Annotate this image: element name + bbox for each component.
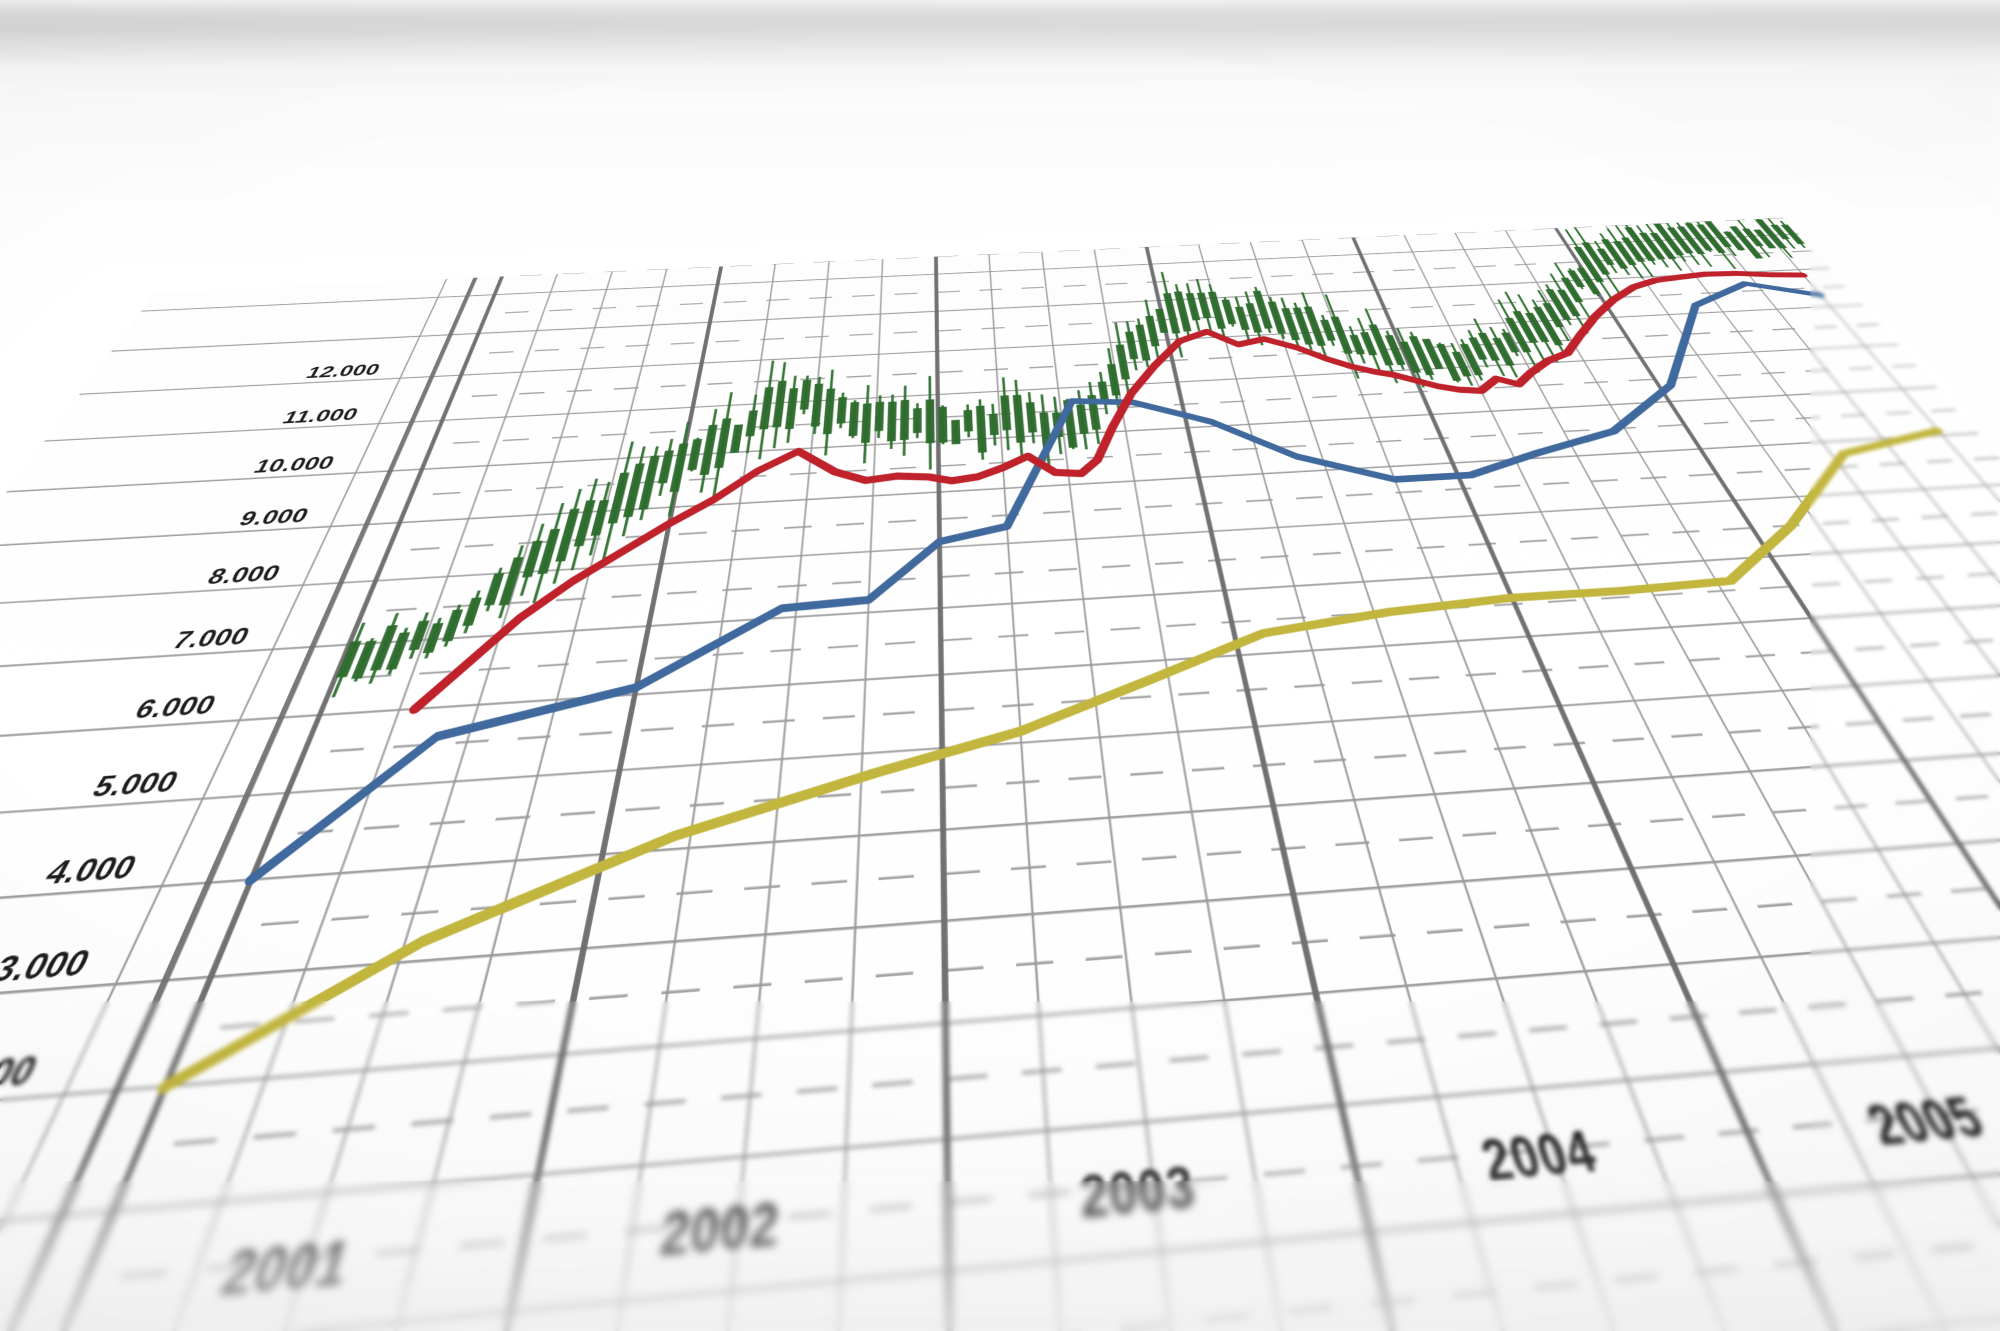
y-axis-label-10000: 10.000 <box>250 452 339 477</box>
y-axis-label-9000: 9.000 <box>235 504 313 530</box>
x-axis-label-2004: 2004 <box>1475 1120 1606 1195</box>
y-axis-label-11000: 11.000 <box>279 405 362 428</box>
chart-svg: 1.0002.0003.0004.0005.0006.0007.0008.000… <box>0 217 2000 1331</box>
chart-plane: 1.0002.0003.0004.0005.0006.0007.0008.000… <box>0 217 2000 1331</box>
x-axis-label-2003: 2003 <box>1078 1154 1200 1232</box>
y-axis-label-7000: 7.000 <box>168 622 255 654</box>
y-axis-label-12000: 12.000 <box>303 361 384 382</box>
x-axis-label-2002: 2002 <box>656 1190 782 1271</box>
y-axis-label-5000: 5.000 <box>86 765 184 804</box>
y-axis-label-6000: 6.000 <box>129 690 221 725</box>
y-axis-label-8000: 8.000 <box>203 560 285 589</box>
